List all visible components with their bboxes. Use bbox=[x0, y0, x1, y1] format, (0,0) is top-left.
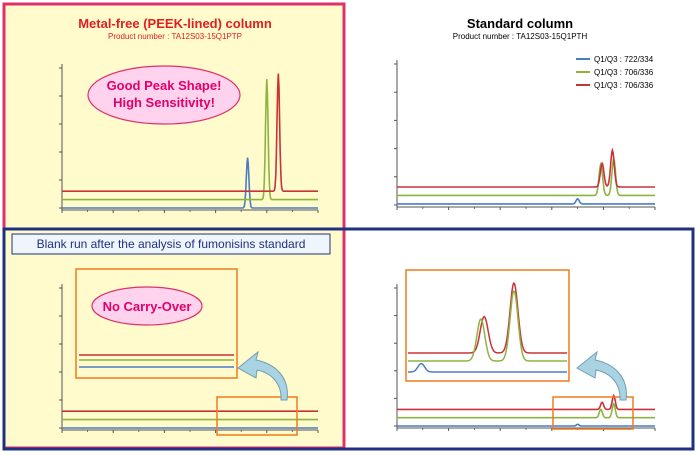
blank-run-banner bbox=[11, 233, 331, 255]
series-trace-red bbox=[397, 147, 655, 188]
series-trace-red bbox=[62, 73, 318, 192]
no-carry-text: No Carry-Over bbox=[103, 299, 192, 314]
peek-column-title: Metal-free (PEEK-lined) column bbox=[78, 16, 272, 31]
zoom-trace-blue bbox=[408, 362, 567, 373]
zoom-trace-green bbox=[408, 290, 567, 362]
blank-run-text: Blank run after the analysis of fumonisi… bbox=[37, 237, 306, 251]
standard-standard-chart bbox=[394, 60, 656, 210]
no-carry-bubble bbox=[91, 286, 203, 326]
series-trace-blue bbox=[62, 157, 318, 209]
legend: Q1/Q3 : 722/334 Q1/Q3 : 706/336 Q1/Q3 : … bbox=[576, 55, 654, 90]
series-trace-green bbox=[62, 79, 318, 201]
high-sensitivity-text: High Sensitivity! bbox=[113, 95, 215, 110]
standard-blank-chart bbox=[394, 284, 656, 431]
peek-blank-chart bbox=[59, 284, 319, 433]
standard-zoom-arrow bbox=[576, 350, 627, 401]
peek-standard-chart bbox=[59, 64, 319, 213]
series-trace-green bbox=[397, 155, 655, 197]
standard-product-number: Product number : TA12S03-15Q1PTH bbox=[453, 32, 588, 41]
series-trace-green bbox=[397, 402, 655, 419]
legend-entry-3: Q1/Q3 : 706/336 bbox=[594, 81, 654, 90]
peek-zoom-arrow bbox=[237, 350, 288, 401]
peek-product-number: Product number : TA12S03-15Q1PTP bbox=[108, 32, 242, 41]
standard-zoom-region bbox=[552, 396, 634, 430]
peek-zoom-region bbox=[216, 396, 298, 436]
peek-blank-zoom-inset: No Carry-Over bbox=[75, 268, 238, 379]
good-peak-bubble bbox=[87, 65, 241, 125]
standard-blank-zoom-inset bbox=[405, 269, 570, 382]
standard-column-title: Standard column bbox=[467, 16, 573, 31]
series-trace-blue bbox=[397, 197, 655, 205]
good-peak-callout: Good Peak Shape! High Sensitivity! bbox=[87, 65, 241, 125]
zoom-trace-red bbox=[408, 282, 567, 354]
legend-entry-2: Q1/Q3 : 706/336 bbox=[594, 68, 654, 77]
good-peak-text: Good Peak Shape! bbox=[107, 78, 222, 93]
legend-entry-1: Q1/Q3 : 722/334 bbox=[594, 55, 654, 64]
series-trace-red bbox=[397, 393, 655, 411]
series-trace-blue bbox=[397, 423, 655, 427]
blank-run-frame bbox=[2, 227, 695, 451]
